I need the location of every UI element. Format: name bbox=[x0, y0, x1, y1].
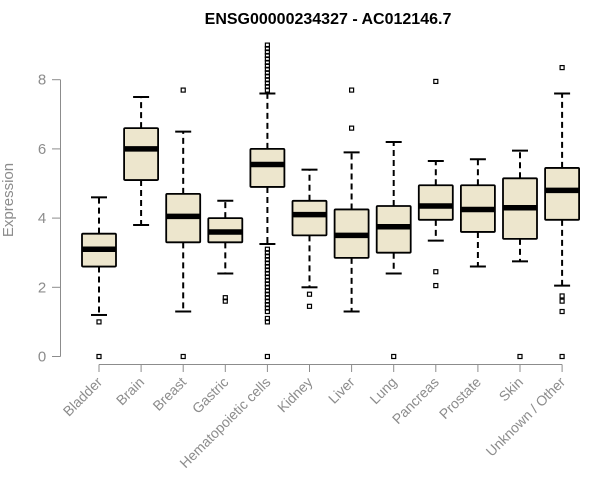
outlier-point bbox=[180, 87, 186, 93]
box-group bbox=[417, 78, 454, 289]
box-group bbox=[207, 199, 244, 304]
box-iqr bbox=[249, 147, 286, 188]
y-tick-label: 8 bbox=[38, 72, 46, 89]
outlier-point bbox=[306, 291, 313, 297]
box-group bbox=[502, 149, 538, 360]
box-group bbox=[375, 140, 412, 360]
outlier-point bbox=[517, 353, 523, 360]
outlier-point bbox=[349, 125, 355, 131]
box-group bbox=[81, 196, 117, 360]
category-label: Prostate bbox=[436, 374, 484, 422]
box-group bbox=[459, 158, 496, 268]
category-label: Unknown / Other bbox=[483, 374, 569, 460]
outlier-point bbox=[559, 298, 565, 304]
outlier-point bbox=[391, 353, 397, 360]
box-group bbox=[249, 42, 286, 360]
box-group bbox=[291, 168, 328, 309]
category-label: Bladder bbox=[60, 374, 106, 420]
outlier-point bbox=[264, 308, 270, 315]
chart-title: ENSG00000234327 - AC012146.7 bbox=[205, 11, 452, 28]
box-iqr bbox=[291, 199, 328, 237]
outlier-point bbox=[559, 293, 565, 299]
category-label: Brain bbox=[113, 374, 147, 408]
outlier-point bbox=[222, 298, 228, 304]
outlier-point bbox=[433, 78, 439, 85]
y-tick-label: 2 bbox=[38, 279, 46, 296]
outlier-point bbox=[96, 353, 102, 360]
outlier-point bbox=[96, 319, 102, 325]
category-label: Liver bbox=[325, 374, 358, 407]
box-series bbox=[81, 42, 580, 360]
outlier-point bbox=[180, 353, 186, 360]
category-label: Skin bbox=[496, 374, 527, 405]
box-iqr bbox=[417, 184, 454, 221]
y-tick-label: 0 bbox=[38, 349, 46, 366]
category-label: Lung bbox=[366, 374, 399, 407]
box-group bbox=[165, 87, 202, 360]
y-tick-label: 6 bbox=[38, 141, 46, 158]
category-label: Kidney bbox=[274, 374, 316, 416]
box-iqr bbox=[544, 167, 580, 221]
outlier-point bbox=[264, 353, 270, 360]
outlier-point bbox=[559, 308, 565, 315]
box-group bbox=[544, 64, 580, 360]
outlier-point bbox=[264, 42, 270, 48]
category-label: Pancreas bbox=[389, 374, 442, 427]
outlier-point bbox=[559, 353, 565, 360]
box-group bbox=[333, 87, 370, 313]
box-group bbox=[123, 96, 159, 227]
box-iqr bbox=[123, 127, 159, 181]
category-label: Breast bbox=[149, 374, 189, 414]
outlier-point bbox=[433, 269, 439, 275]
outlier-point bbox=[349, 87, 355, 93]
y-axis: 0 2 4 6 8 bbox=[38, 72, 61, 366]
outlier-point bbox=[433, 282, 439, 289]
y-axis-label: Expression bbox=[0, 163, 17, 237]
outlier-point bbox=[559, 64, 565, 71]
outlier-point bbox=[306, 303, 313, 309]
outlier-point bbox=[264, 319, 270, 325]
y-tick-label: 4 bbox=[38, 210, 46, 227]
